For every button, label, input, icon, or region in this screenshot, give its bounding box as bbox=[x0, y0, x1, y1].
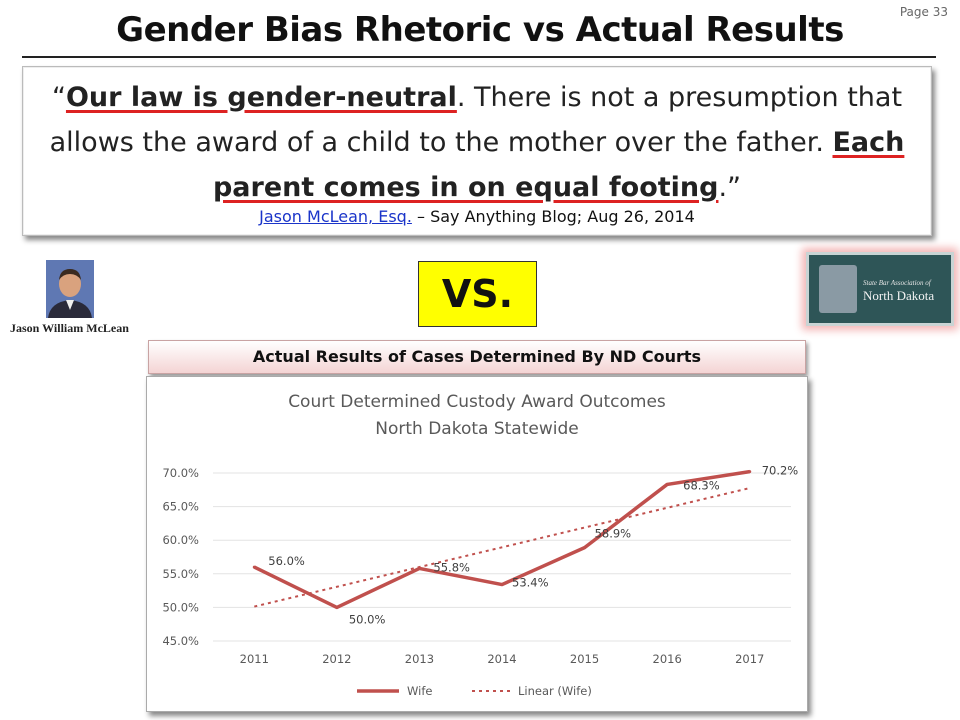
data-label: 68.3% bbox=[683, 478, 720, 492]
data-point bbox=[665, 482, 669, 486]
vs-badge: VS. bbox=[418, 261, 537, 327]
quote-close: .” bbox=[718, 172, 742, 203]
trendline bbox=[254, 487, 750, 608]
data-point bbox=[748, 470, 752, 474]
citation-source: – Say Anything Blog; Aug 26, 2014 bbox=[411, 207, 695, 226]
y-tick-label: 70.0% bbox=[162, 466, 199, 480]
y-tick-label: 55.0% bbox=[162, 567, 199, 581]
portrait-caption: Jason William McLean bbox=[10, 321, 129, 335]
quote-emphasis-equal-footing: Each parent comes in on equal footing bbox=[212, 127, 905, 203]
y-tick-label: 60.0% bbox=[162, 533, 199, 547]
data-label: 53.4% bbox=[512, 576, 549, 590]
data-point bbox=[583, 546, 587, 550]
author-portrait bbox=[46, 260, 94, 318]
custody-outcomes-chart: Court Determined Custody Award Outcomes N… bbox=[162, 392, 799, 698]
data-label: 55.8% bbox=[433, 560, 470, 574]
citation: Jason McLean, Esq. – Say Anything Blog; … bbox=[23, 207, 931, 226]
quote-open-mark: “ bbox=[51, 82, 66, 113]
x-tick-label: 2011 bbox=[240, 652, 269, 666]
state-bar-logo: State Bar Association of North Dakota bbox=[806, 252, 954, 326]
series-line-wife bbox=[253, 469, 750, 610]
quote-box: “Our law is gender-neutral. There is not… bbox=[22, 66, 932, 236]
chart-title: Court Determined Custody Award Outcomes bbox=[288, 392, 666, 412]
legend-label-trendline: Linear (Wife) bbox=[518, 684, 592, 698]
data-point bbox=[417, 566, 421, 570]
data-point bbox=[335, 605, 339, 609]
seal-icon bbox=[819, 265, 857, 313]
legend-label-wife: Wife bbox=[407, 684, 432, 698]
quote-body: . There is not a presumption that allows… bbox=[49, 82, 903, 158]
chart-frame: Court Determined Custody Award Outcomes N… bbox=[146, 376, 808, 712]
x-tick-label: 2015 bbox=[570, 652, 599, 666]
quote-text: “Our law is gender-neutral. There is not… bbox=[23, 75, 931, 210]
data-label: 50.0% bbox=[349, 612, 386, 626]
title-divider bbox=[22, 56, 936, 58]
data-label: 58.9% bbox=[595, 527, 632, 541]
chart-subtitle: North Dakota Statewide bbox=[375, 419, 578, 439]
x-tick-label: 2016 bbox=[653, 652, 682, 666]
x-tick-label: 2012 bbox=[322, 652, 351, 666]
data-point bbox=[252, 565, 256, 569]
page-number: Page 33 bbox=[899, 5, 948, 19]
author-link[interactable]: Jason McLean, Esq. bbox=[259, 207, 412, 226]
y-tick-label: 50.0% bbox=[162, 600, 199, 614]
x-tick-label: 2017 bbox=[735, 652, 764, 666]
y-tick-label: 45.0% bbox=[162, 634, 199, 648]
data-point bbox=[500, 583, 504, 587]
logo-small-text: State Bar Association of bbox=[863, 279, 931, 287]
slide-title: Gender Bias Rhetoric vs Actual Results bbox=[116, 10, 844, 50]
section-header: Actual Results of Cases Determined By ND… bbox=[148, 340, 806, 374]
x-tick-label: 2014 bbox=[487, 652, 516, 666]
y-tick-label: 65.0% bbox=[162, 500, 199, 514]
logo-big-text: North Dakota bbox=[863, 288, 935, 303]
x-tick-label: 2013 bbox=[405, 652, 434, 666]
data-label: 56.0% bbox=[268, 554, 305, 568]
quote-emphasis-gender-neutral: Our law is gender-neutral bbox=[65, 82, 457, 113]
data-label: 70.2% bbox=[762, 464, 799, 478]
